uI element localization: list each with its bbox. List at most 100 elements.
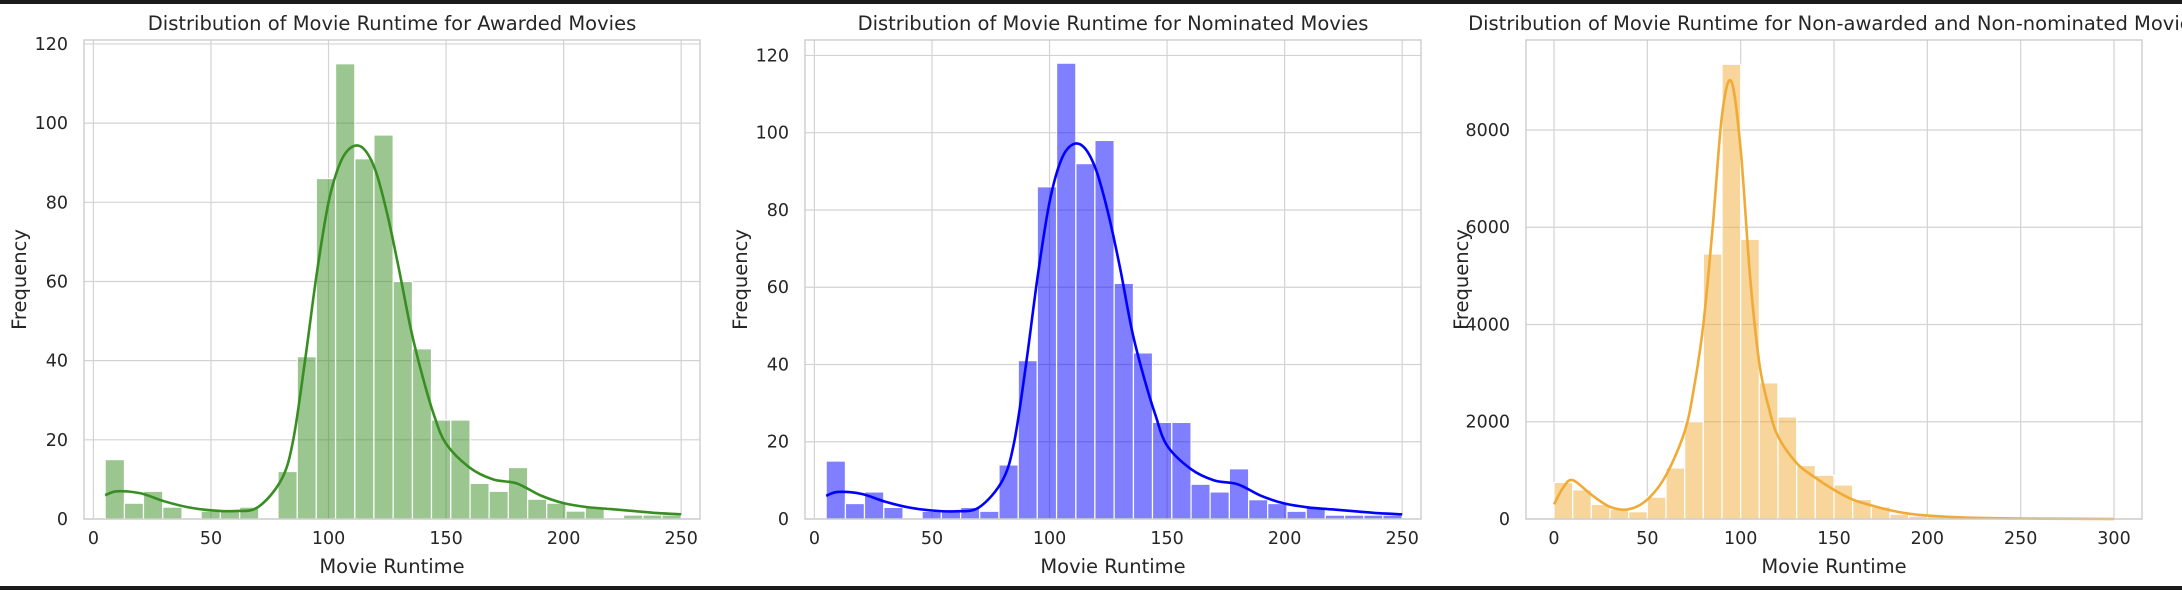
histogram-bar: [1248, 499, 1269, 520]
histogram-bar: [1228, 468, 1250, 520]
histogram-bar: [1796, 464, 1816, 520]
chart-title: Distribution of Movie Runtime for Non-aw…: [1468, 12, 2182, 35]
histogram-bar: [123, 502, 145, 520]
x-tick-label: 250: [2004, 529, 2037, 549]
kde-line: [104, 144, 682, 516]
x-axis-label: Movie Runtime: [1761, 555, 1906, 578]
histogram-bar: [1646, 496, 1667, 520]
axes-frame: [804, 39, 1422, 520]
x-tick-label: 150: [1150, 529, 1183, 549]
y-tick-label: 20: [46, 431, 68, 451]
y-tick-label: 0: [57, 510, 68, 530]
histogram-bar: [1209, 491, 1230, 520]
histogram-bar: [565, 510, 586, 520]
histogram-bar: [1814, 474, 1835, 520]
histogram-bar: [1190, 483, 1211, 520]
y-tick-label: 80: [46, 193, 68, 213]
chart-panel-3: 0 50 100 150 200 250 300 0 2000 4000 6000 8000 Distr…: [1450, 12, 2182, 578]
chart-title: Distribution of Movie Runtime for Nomina…: [858, 12, 1369, 35]
x-tick-label: 200: [1911, 529, 1944, 549]
window-top-border: [0, 0, 2182, 4]
x-axis-label: Movie Runtime: [319, 555, 464, 578]
histogram-bar: [979, 510, 1000, 520]
y-tick-label: 0: [1499, 510, 1510, 530]
histogram-bar: [507, 466, 529, 520]
histogram-bar: [354, 158, 375, 520]
histogram-bar: [1777, 416, 1798, 520]
y-tick-label: 100: [756, 124, 789, 144]
y-tick-label: 2000: [1465, 413, 1510, 433]
histogram-bar: [315, 177, 337, 520]
x-tick-label: 50: [1636, 529, 1658, 549]
y-axis-label: Frequency: [8, 229, 31, 330]
histogram-bar: [1665, 467, 1686, 520]
kde-line: [1552, 78, 2115, 521]
y-tick-label: 0: [778, 510, 789, 530]
histogram-bar: [527, 498, 548, 520]
histogram-bar: [450, 419, 471, 520]
x-tick-label: 0: [1548, 529, 1559, 549]
x-tick-label: 100: [312, 529, 345, 549]
y-tick-label: 120: [35, 35, 68, 55]
x-tick-label: 0: [809, 529, 820, 549]
x-tick-label: 50: [921, 529, 943, 549]
histogram-bar: [1628, 511, 1648, 520]
histogram-bar: [883, 506, 904, 520]
histogram-bar: [1017, 360, 1038, 520]
x-tick-label: 50: [200, 529, 222, 549]
y-tick-label: 8000: [1465, 121, 1510, 141]
kde-line: [825, 142, 1403, 516]
histogram-bar: [546, 502, 567, 520]
histogram-bar: [1267, 502, 1288, 520]
histogram-bar: [296, 356, 317, 520]
histogram-bar: [1055, 62, 1077, 520]
y-tick-label: 6000: [1465, 218, 1510, 238]
histogram-bar: [1684, 421, 1704, 520]
axes-frame: [1525, 39, 2143, 520]
histogram-bar: [921, 510, 942, 520]
x-tick-label: 150: [1817, 529, 1850, 549]
histogram-bar: [488, 490, 509, 520]
x-tick-label: 200: [547, 529, 580, 549]
histogram-bar: [825, 460, 847, 520]
y-tick-label: 20: [767, 433, 789, 453]
histogram-bar: [844, 502, 866, 520]
histogram-bar: [334, 63, 356, 520]
histogram-bar: [998, 464, 1019, 520]
chart-title: Distribution of Movie Runtime for Awarde…: [148, 12, 636, 35]
y-tick-label: 4000: [1465, 315, 1510, 335]
histogram-bar: [162, 506, 183, 520]
y-tick-label: 40: [767, 355, 789, 375]
histogram-bar: [373, 134, 394, 520]
x-tick-label: 250: [1385, 529, 1418, 549]
chart-panel-2: 0 50 100 150 200 250 0 20 40 60 80 100 120 Distributi…: [729, 12, 1422, 578]
x-tick-label: 300: [2097, 529, 2130, 549]
histogram-bar: [1171, 421, 1192, 520]
y-tick-label: 100: [35, 114, 68, 134]
y-axis-label: Frequency: [1450, 229, 1473, 330]
histogram-bar: [1572, 489, 1592, 520]
y-axis-label: Frequency: [729, 229, 752, 330]
y-tick-label: 40: [46, 352, 68, 372]
histogram-bar: [1286, 510, 1307, 520]
x-tick-label: 0: [88, 529, 99, 549]
histogram-bar: [1036, 186, 1058, 520]
histogram-bar: [469, 482, 490, 520]
y-tick-label: 120: [756, 46, 789, 66]
x-tick-label: 150: [429, 529, 462, 549]
x-tick-label: 200: [1268, 529, 1301, 549]
y-tick-label: 80: [767, 201, 789, 221]
histogram-bar: [1889, 513, 1910, 520]
histogram-bar: [1075, 163, 1096, 520]
x-tick-label: 100: [1033, 529, 1066, 549]
x-tick-label: 100: [1724, 529, 1757, 549]
histogram-bar: [104, 459, 126, 520]
axes-frame: [83, 39, 701, 520]
x-tick-label: 250: [664, 529, 697, 549]
y-tick-label: 60: [767, 278, 789, 298]
window-bottom-border: [0, 586, 2182, 590]
chart-panel-1: 0 50 100 150 200 250 0 20 40 60 80 100 120 Distributi…: [8, 12, 701, 578]
histogram-bar: [200, 510, 221, 520]
y-tick-label: 60: [46, 272, 68, 292]
